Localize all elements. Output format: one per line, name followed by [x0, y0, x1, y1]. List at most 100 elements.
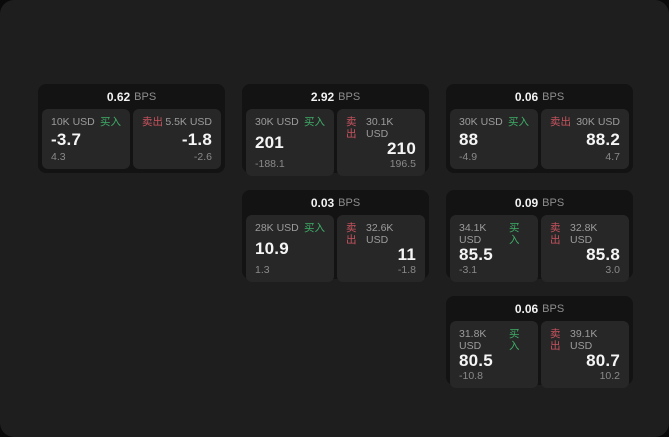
sell-panel-top: 卖出 5.5K USD	[142, 116, 212, 128]
quote-card: 0.09 BPS 34.1K USD 买入 85.5 -3.1 卖出	[446, 190, 633, 282]
buy-side-label: 买入	[304, 222, 325, 234]
buy-price: -3.7	[51, 129, 82, 149]
spread-header: 0.62 BPS	[38, 84, 225, 109]
quote-card: 2.92 BPS 30K USD 买入 201 -188.1 卖出	[242, 84, 429, 176]
quote-card: 0.06 BPS 30K USD 买入 88 -4.9 卖出	[446, 84, 633, 173]
buy-panel[interactable]: 34.1K USD 买入 85.5 -3.1	[450, 215, 538, 282]
quote-card: 0.62 BPS 10K USD 买入 -3.7 4.3 卖出	[38, 84, 225, 173]
buy-sub-value: 1.3	[255, 264, 270, 276]
quote-panels: 31.8K USD 买入 80.5 -10.8 卖出 39.1K USD 80.…	[446, 321, 633, 392]
sell-panel-top: 卖出 39.1K USD	[550, 328, 620, 352]
buy-size-label: 28K USD	[255, 222, 299, 234]
spread-header: 0.06 BPS	[446, 296, 633, 321]
sell-panel[interactable]: 卖出 32.8K USD 85.8 3.0	[541, 215, 629, 282]
sell-price: 11	[397, 245, 416, 264]
spread-header: 0.06 BPS	[446, 84, 633, 109]
sell-panel-top: 卖出 32.8K USD	[550, 222, 620, 246]
sell-size-label: 32.6K USD	[365, 222, 394, 246]
quote-panels: 30K USD 买入 88 -4.9 卖出 30K USD 88.2 4.7	[446, 109, 633, 173]
spread-unit-label: BPS	[542, 90, 565, 103]
spread-unit-label: BPS	[134, 90, 157, 103]
sell-size-label: 30.1K USD	[365, 116, 394, 140]
buy-size-label: 30K USD	[459, 116, 503, 128]
sell-side-label: 卖出	[550, 222, 561, 246]
spread-unit-label: BPS	[542, 302, 565, 315]
quote-card: 0.06 BPS 31.8K USD 买入 80.5 -10.8 卖	[446, 296, 633, 388]
quote-column-3: 0.06 BPS 30K USD 买入 88 -4.9 卖出	[446, 84, 633, 388]
buy-sub-value: -10.8	[459, 370, 483, 382]
buy-price: 88	[459, 129, 479, 149]
buy-panel-top: 30K USD 买入	[459, 116, 529, 128]
quote-card: 0.03 BPS 28K USD 买入 10.9 1.3 卖出	[242, 190, 429, 282]
buy-side-label: 买入	[508, 116, 529, 128]
sell-size-label: 30K USD	[576, 116, 620, 128]
buy-panel[interactable]: 30K USD 买入 201 -188.1	[246, 109, 334, 176]
spread-unit-label: BPS	[338, 196, 361, 209]
sell-panel[interactable]: 卖出 30.1K USD 210 196.5	[337, 109, 425, 176]
spread-unit-label: BPS	[542, 196, 565, 209]
quote-panels: 34.1K USD 买入 85.5 -3.1 卖出 32.8K USD 85.8…	[446, 215, 633, 286]
buy-sub-value: -188.1	[255, 158, 285, 170]
spread-header: 0.09 BPS	[446, 190, 633, 215]
buy-panel[interactable]: 31.8K USD 买入 80.5 -10.8	[450, 321, 538, 388]
sell-price: 85.8	[586, 245, 620, 264]
buy-size-label: 34.1K USD	[459, 222, 487, 246]
quote-column-1: 0.62 BPS 10K USD 买入 -3.7 4.3 卖出	[38, 84, 225, 385]
sell-sub-value: 10.2	[599, 370, 620, 382]
quote-board: 0.62 BPS 10K USD 买入 -3.7 4.3 卖出	[38, 84, 633, 388]
sell-side-label: 卖出	[550, 116, 571, 128]
sell-panel[interactable]: 卖出 5.5K USD -1.8 -2.6	[133, 109, 221, 169]
sell-panel-top: 卖出 30K USD	[550, 116, 620, 128]
sell-side-label: 卖出	[346, 116, 357, 140]
sell-panel[interactable]: 卖出 39.1K USD 80.7 10.2	[541, 321, 629, 388]
buy-panel[interactable]: 28K USD 买入 10.9 1.3	[246, 215, 334, 282]
quote-panels: 28K USD 买入 10.9 1.3 卖出 32.6K USD 11 -1.8	[242, 215, 429, 286]
spread-unit-label: BPS	[338, 90, 361, 103]
sell-panel-top: 卖出 32.6K USD	[346, 222, 416, 246]
buy-panel-top: 34.1K USD 买入	[459, 222, 529, 246]
sell-size-label: 39.1K USD	[569, 328, 598, 352]
buy-price: 10.9	[255, 239, 289, 258]
sell-sub-value: 4.7	[605, 151, 620, 163]
sell-panel-top: 卖出 30.1K USD	[346, 116, 416, 140]
sell-side-label: 卖出	[142, 116, 163, 128]
sell-price: 80.7	[586, 351, 620, 370]
spread-value: 0.06	[514, 301, 539, 316]
buy-panel-top: 10K USD 买入	[51, 116, 121, 128]
spread-header: 2.92 BPS	[242, 84, 429, 109]
quote-panels: 30K USD 买入 201 -188.1 卖出 30.1K USD 210 1…	[242, 109, 429, 180]
buy-panel-top: 28K USD 买入	[255, 222, 325, 234]
quote-column-2: 2.92 BPS 30K USD 买入 201 -188.1 卖出	[242, 84, 429, 385]
sell-sub-value: 196.5	[389, 158, 416, 170]
sell-sub-value: -1.8	[397, 264, 416, 276]
buy-sub-value: -4.9	[459, 151, 478, 163]
sell-panel[interactable]: 卖出 30K USD 88.2 4.7	[541, 109, 629, 169]
sell-panel[interactable]: 卖出 32.6K USD 11 -1.8	[337, 215, 425, 282]
sell-price: 88.2	[586, 129, 620, 149]
buy-price: 201	[255, 133, 284, 152]
spread-value: 0.62	[106, 89, 131, 104]
spread-value: 0.06	[514, 89, 539, 104]
buy-side-label: 买入	[509, 222, 520, 246]
sell-size-label: 32.8K USD	[569, 222, 598, 246]
spread-header: 0.03 BPS	[242, 190, 429, 215]
sell-price: 210	[387, 139, 416, 158]
sell-side-label: 卖出	[550, 328, 561, 352]
buy-side-label: 买入	[100, 116, 121, 128]
buy-price: 85.5	[459, 245, 493, 264]
spread-value: 2.92	[310, 89, 335, 104]
buy-panel-top: 30K USD 买入	[255, 116, 325, 128]
sell-sub-value: 3.0	[605, 264, 620, 276]
buy-panel[interactable]: 10K USD 买入 -3.7 4.3	[42, 109, 130, 169]
spread-value: 0.03	[310, 195, 335, 210]
buy-panel-top: 31.8K USD 买入	[459, 328, 529, 352]
sell-size-label: 5.5K USD	[165, 116, 212, 128]
buy-size-label: 31.8K USD	[459, 328, 487, 352]
buy-price: 80.5	[459, 351, 493, 370]
buy-sub-value: -3.1	[459, 264, 478, 276]
sell-side-label: 卖出	[346, 222, 357, 246]
buy-sub-value: 4.3	[51, 151, 66, 163]
buy-panel[interactable]: 30K USD 买入 88 -4.9	[450, 109, 538, 169]
buy-side-label: 买入	[509, 328, 520, 352]
